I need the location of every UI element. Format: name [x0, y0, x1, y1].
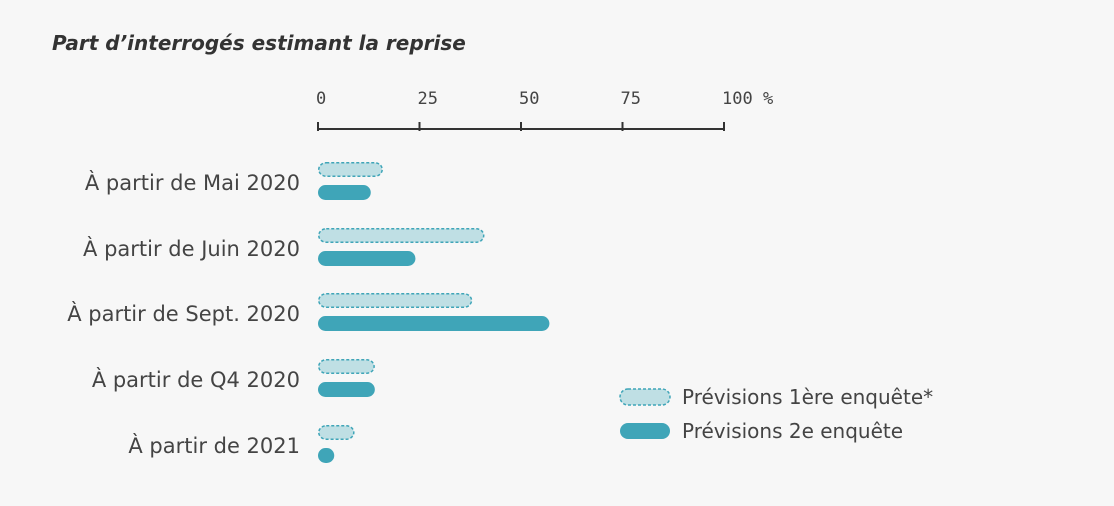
category-label: À partir de Mai 2020: [85, 170, 300, 195]
bar-first-survey: [318, 359, 375, 374]
x-tick-label: 0: [316, 89, 326, 109]
legend-label: Prévisions 1ère enquête*: [682, 385, 933, 409]
bar-first-survey: [318, 293, 473, 308]
legend-swatch: [619, 388, 671, 406]
bar-second-survey: [318, 185, 371, 200]
bars: [318, 162, 550, 463]
bar-second-survey: [318, 316, 550, 331]
legend-label: Prévisions 2e enquête: [682, 419, 903, 443]
bar-second-survey: [318, 382, 375, 397]
x-axis: 0 25 50 75 100 %: [316, 89, 773, 131]
category-label: À partir de Sept. 2020: [67, 301, 300, 326]
bar-first-survey: [318, 162, 383, 177]
x-tick-label: 50: [519, 89, 539, 109]
category-label: À partir de 2021: [128, 433, 300, 458]
category-label: À partir de Juin 2020: [83, 236, 300, 261]
x-tick-label: 100 %: [722, 89, 773, 109]
bar-second-survey: [318, 448, 335, 463]
category-label: À partir de Q4 2020: [92, 367, 300, 392]
bar-first-survey: [318, 228, 485, 243]
x-tick-label: 25: [418, 89, 438, 109]
x-tick-label: 75: [621, 89, 641, 109]
chart-title: Part d’interrogés estimant la reprise: [52, 31, 466, 55]
bar-first-survey: [318, 425, 355, 440]
bar-second-survey: [318, 251, 416, 266]
legend: Prévisions 1ère enquête* Prévisions 2e en…: [619, 385, 933, 443]
category-labels: À partir de Mai 2020 À partir de Juin 202…: [67, 170, 300, 458]
legend-swatch: [620, 423, 670, 439]
